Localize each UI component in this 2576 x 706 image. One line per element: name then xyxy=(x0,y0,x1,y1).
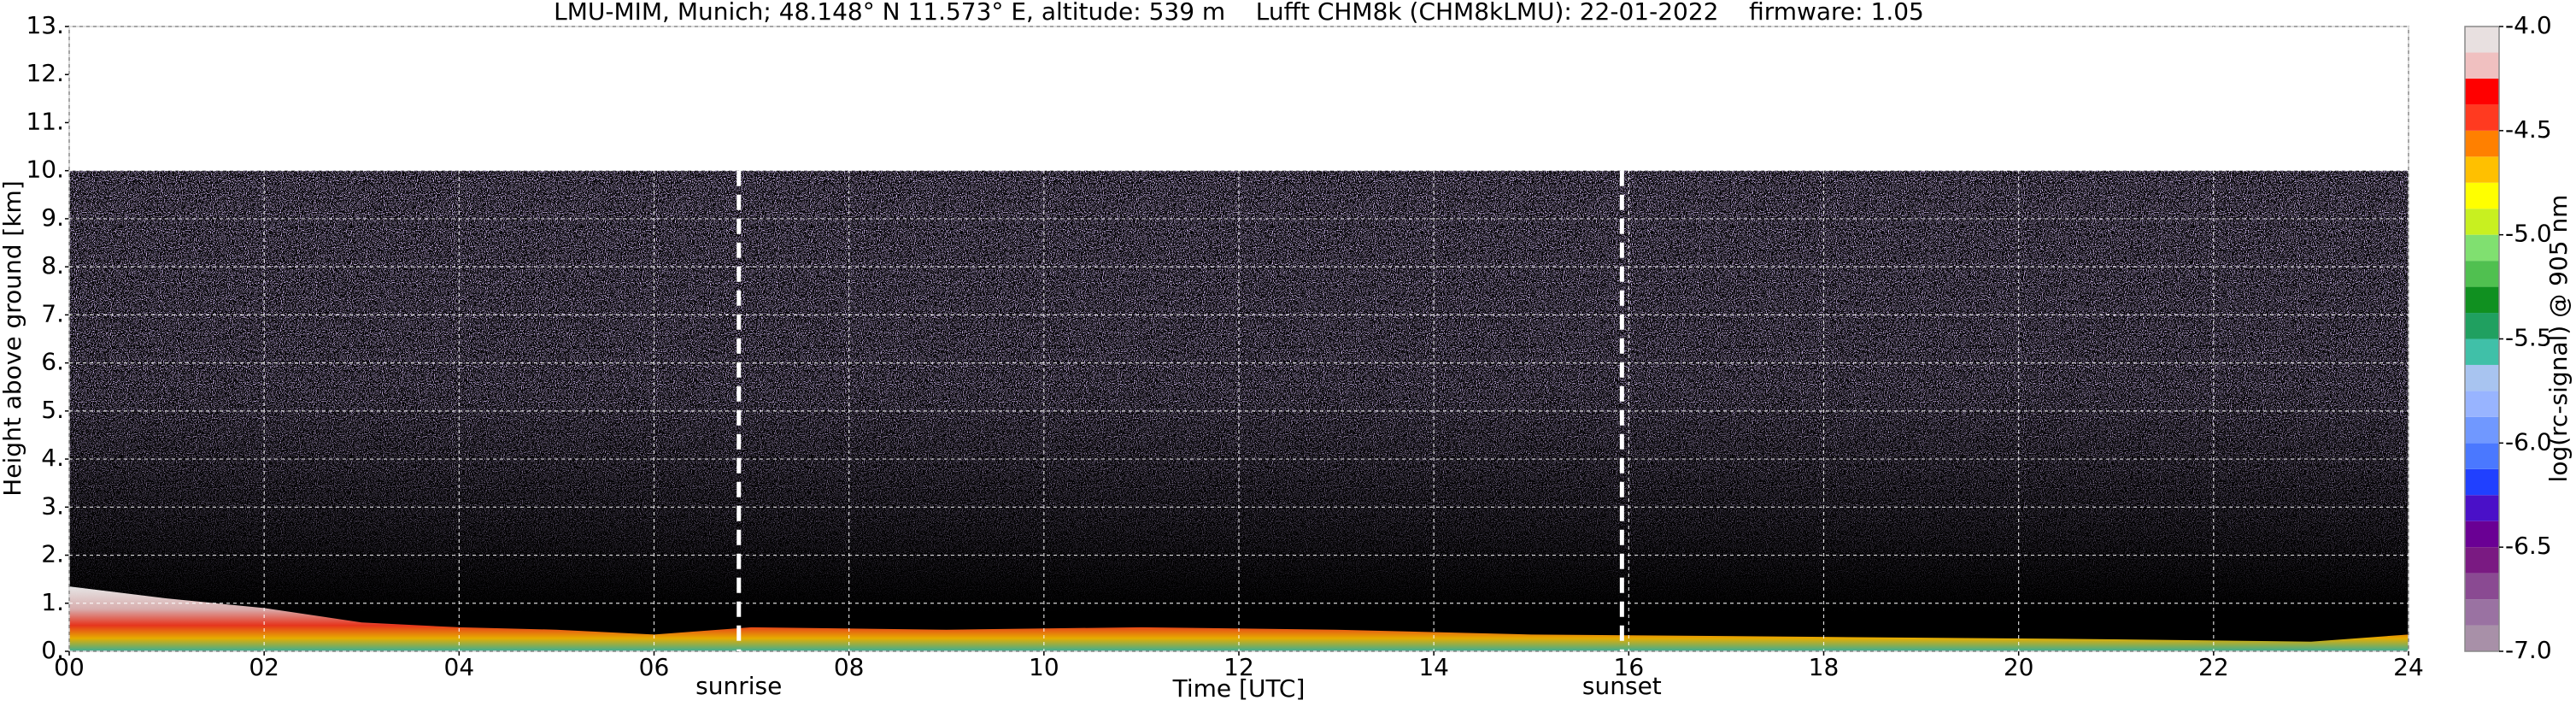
y-tick-label: 7. xyxy=(41,299,64,327)
y-tick-label: 3. xyxy=(41,491,64,520)
y-tick-label: 1. xyxy=(41,588,64,616)
y-tick-label: 0. xyxy=(41,636,64,664)
y-tick-label: 8. xyxy=(41,251,64,279)
y-tick-label: 6. xyxy=(41,348,64,376)
colorbar-segment xyxy=(2465,313,2499,339)
colorbar-tick-label: -6.0 xyxy=(2505,427,2552,456)
colorbar-tick-label: -5.5 xyxy=(2505,324,2552,352)
x-axis-label: Time [UTC] xyxy=(1172,674,1306,703)
colorbar-segment xyxy=(2465,78,2499,105)
colorbar-segment xyxy=(2465,104,2499,131)
y-tick-label: 13. xyxy=(26,11,64,39)
y-tick-label: 2. xyxy=(41,540,64,568)
x-tick-label: 06 xyxy=(639,653,670,681)
y-tick-label: 10. xyxy=(26,156,64,184)
x-tick-label: 20 xyxy=(2004,653,2034,681)
colorbar-segment xyxy=(2465,521,2499,548)
colorbar-segment xyxy=(2465,599,2499,626)
colorbar-segment xyxy=(2465,495,2499,521)
x-tick-label: 18 xyxy=(1809,653,1840,681)
colorbar-segment xyxy=(2465,52,2499,79)
annotation-label: sunset xyxy=(1582,672,1662,700)
x-tick-label: 00 xyxy=(54,653,85,681)
colorbar-tick-label: -4.0 xyxy=(2505,11,2552,39)
y-axis-label: Height above ground [km] xyxy=(0,180,26,497)
x-tick-label: 24 xyxy=(2393,653,2424,681)
x-tick-label: 02 xyxy=(249,653,279,681)
y-tick-label: 11. xyxy=(26,107,64,135)
y-tick-label: 12. xyxy=(26,59,64,87)
x-tick-label: 22 xyxy=(2198,653,2229,681)
colorbar-segment xyxy=(2465,364,2499,391)
colorbar-tick-label: -5.0 xyxy=(2505,220,2552,248)
colorbar-segment xyxy=(2465,468,2499,496)
colorbar-segment xyxy=(2465,547,2499,574)
colorbar-segment xyxy=(2465,625,2499,651)
x-tick-label: 04 xyxy=(444,653,475,681)
colorbar-segment xyxy=(2465,156,2499,183)
colorbar-segment xyxy=(2465,182,2499,209)
x-tick-label: 12 xyxy=(1223,653,1254,681)
y-tick-label: 5. xyxy=(41,396,64,424)
colorbar-segment xyxy=(2465,573,2499,600)
colorbar-segment xyxy=(2465,26,2499,53)
y-tick-label: 4. xyxy=(41,444,64,472)
y-tick-label: 9. xyxy=(41,203,64,232)
colorbar-segment xyxy=(2465,391,2499,417)
x-tick-label: 14 xyxy=(1418,653,1449,681)
x-tick-label: 08 xyxy=(834,653,865,681)
annotation-label: sunrise xyxy=(695,672,782,700)
colorbar-segment xyxy=(2465,443,2499,469)
colorbar-tick-label: -4.5 xyxy=(2505,115,2552,144)
colorbar-tick-label: -6.5 xyxy=(2505,532,2552,560)
x-tick-label: 16 xyxy=(1614,653,1645,681)
colorbar-segment xyxy=(2465,130,2499,157)
colorbar-tick-label: -7.0 xyxy=(2505,636,2552,664)
x-tick-label: 10 xyxy=(1029,653,1059,681)
colorbar-segment xyxy=(2465,286,2499,314)
chart-title: LMU-MIM, Munich; 48.148° N 11.573° E, al… xyxy=(554,0,1924,26)
colorbar-segment xyxy=(2465,338,2499,365)
colorbar-label: log(rc-signal) @ 905 nm xyxy=(2544,195,2573,483)
colorbar-segment xyxy=(2465,416,2499,444)
colorbar-segment xyxy=(2465,209,2499,235)
colorbar-segment xyxy=(2465,261,2499,287)
colorbar-segment xyxy=(2465,234,2499,262)
